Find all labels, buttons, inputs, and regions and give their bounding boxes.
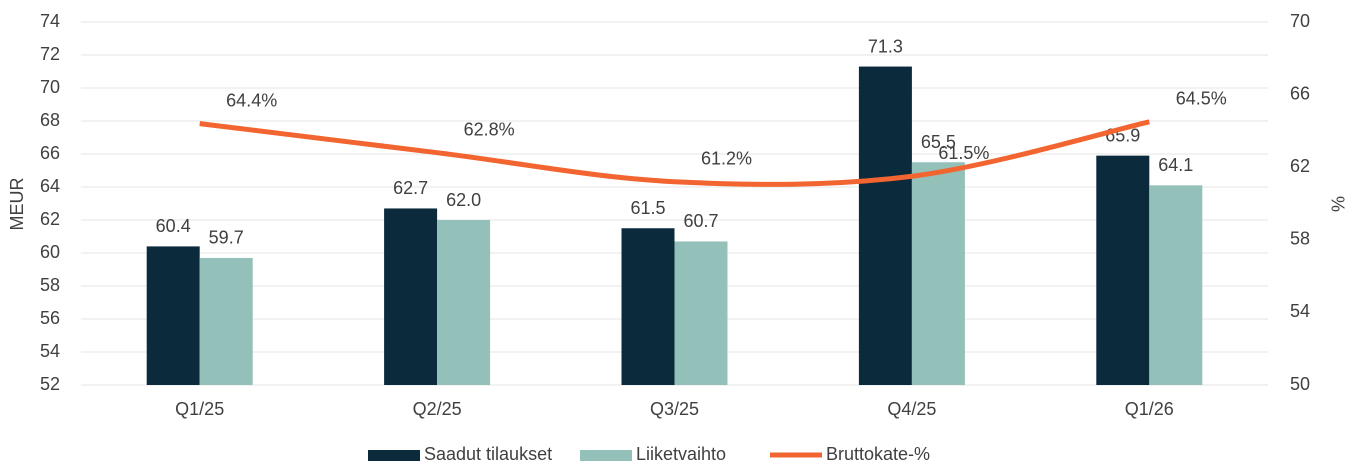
y-tick-label: 64 — [40, 176, 60, 196]
y-tick-label: 58 — [40, 275, 60, 295]
bar — [146, 246, 200, 385]
y-tick-label: 72 — [40, 44, 60, 64]
bar — [384, 208, 438, 385]
line-value-label: 64.5% — [1176, 89, 1227, 109]
bar — [674, 241, 728, 385]
legend-label: Liiketvaihto — [636, 444, 726, 464]
bar-value-label: 61.5 — [630, 198, 665, 218]
bar — [437, 220, 491, 385]
y2-tick-label: 50 — [1290, 374, 1310, 394]
x-tick-label: Q1/26 — [1125, 399, 1174, 419]
bar-value-label: 71.3 — [868, 36, 903, 56]
y2-tick-label: 66 — [1290, 83, 1310, 103]
bar-value-label: 59.7 — [209, 228, 244, 248]
y-tick-label: 56 — [40, 308, 60, 328]
x-tick-label: Q3/25 — [650, 399, 699, 419]
y2-tick-label: 62 — [1290, 156, 1310, 176]
y2-axis-label: % — [1327, 196, 1347, 212]
y-tick-label: 66 — [40, 143, 60, 163]
bar-value-label: 62.7 — [393, 178, 428, 198]
y-tick-label: 52 — [40, 374, 60, 394]
bar — [858, 66, 912, 386]
y-tick-label: 70 — [40, 77, 60, 97]
bar-value-label: 62.0 — [446, 190, 481, 210]
y-tick-label: 74 — [40, 11, 60, 31]
y-tick-label: 62 — [40, 209, 60, 229]
line — [199, 119, 1150, 187]
x-tick-label: Q4/25 — [887, 399, 936, 419]
y2-tick-label: 54 — [1290, 301, 1310, 321]
bar — [911, 162, 965, 385]
line-value-label: 64.4% — [226, 90, 277, 110]
bar — [1149, 185, 1203, 385]
legend-label: Saadut tilaukset — [424, 444, 552, 464]
legend-label: Bruttokate-% — [826, 444, 930, 464]
line-value-label: 61.5% — [938, 143, 989, 163]
bar — [1096, 155, 1150, 385]
line-value-label: 61.2% — [701, 148, 752, 168]
legend-swatch — [580, 450, 632, 461]
bar-value-label: 65.5 — [921, 132, 956, 152]
bar-value-label: 60.7 — [683, 211, 718, 231]
line-value-label: 62.8% — [464, 119, 515, 139]
y-tick-label: 54 — [40, 341, 60, 361]
bar-value-label: 64.1 — [1158, 155, 1193, 175]
bar-value-label: 60.4 — [156, 216, 191, 236]
y-tick-label: 60 — [40, 242, 60, 262]
y-tick-label: 68 — [40, 110, 60, 130]
x-tick-label: Q2/25 — [413, 399, 462, 419]
y2-tick-label: 58 — [1290, 229, 1310, 249]
bar — [621, 228, 675, 385]
bar — [199, 257, 253, 385]
y-axis-label: MEUR — [7, 178, 27, 231]
y2-tick-label: 70 — [1290, 11, 1310, 31]
legend-swatch — [368, 450, 420, 461]
x-tick-label: Q1/25 — [175, 399, 224, 419]
